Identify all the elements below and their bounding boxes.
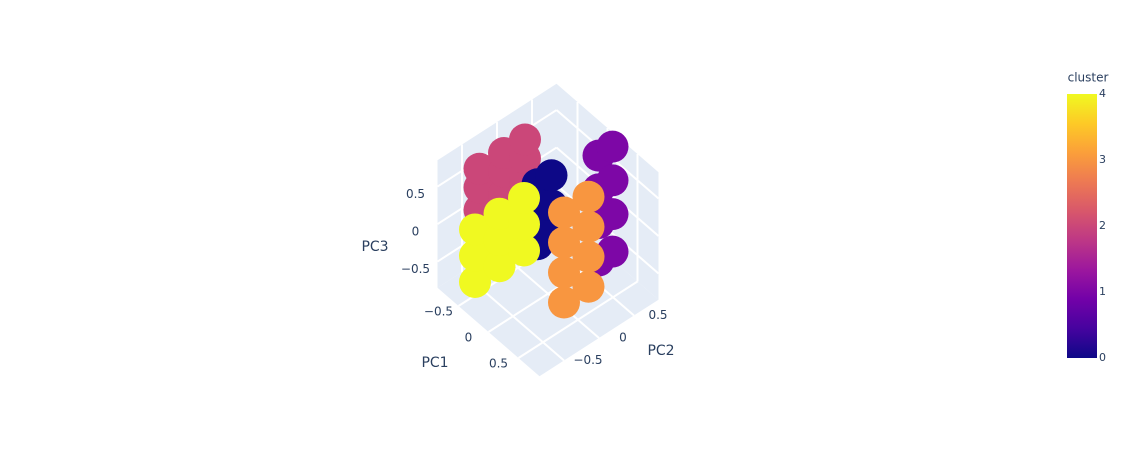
x-tick-label: 0 [465,331,473,345]
point [483,223,516,256]
y-tick-label: 0.5 [648,308,667,322]
point [548,256,580,289]
point [548,226,580,259]
y-tick-label: 0 [619,330,627,344]
z-axis-title: PC3 [361,239,388,255]
x-axis-title: PC1 [421,355,448,371]
point [596,164,629,197]
point [463,152,496,185]
point [572,240,605,273]
point [483,250,516,283]
point [572,270,605,303]
point [572,210,605,243]
colorbar-tick-label: 2 [1099,219,1106,232]
colorbar-title: cluster [1068,71,1109,85]
point [596,198,629,231]
colorbar-tick-label: 0 [1099,351,1106,364]
point [459,239,491,272]
z-tick-label: 0 [412,225,420,239]
y-axis-title: PC2 [647,343,674,359]
z-tick-label: 0.5 [406,187,425,201]
point [459,265,491,298]
point [548,196,580,229]
point [596,130,629,163]
point [508,181,540,214]
point [509,123,541,156]
point [508,208,540,241]
point [483,197,516,230]
x-tick-label: 0.5 [489,357,508,371]
x-tick-label: −0.5 [424,305,453,319]
y-tick-label: −0.5 [573,353,602,367]
colorbar-tick-label: 3 [1099,153,1106,166]
colorbar-tick-label: 4 [1099,87,1106,100]
point [596,235,629,268]
point [508,234,540,267]
point [548,286,580,319]
z-tick-label: −0.5 [401,262,430,276]
colorbar [1067,94,1097,358]
point [535,159,568,192]
colorbar-tick-label: 1 [1099,285,1106,298]
point [459,213,491,246]
point [572,180,605,213]
